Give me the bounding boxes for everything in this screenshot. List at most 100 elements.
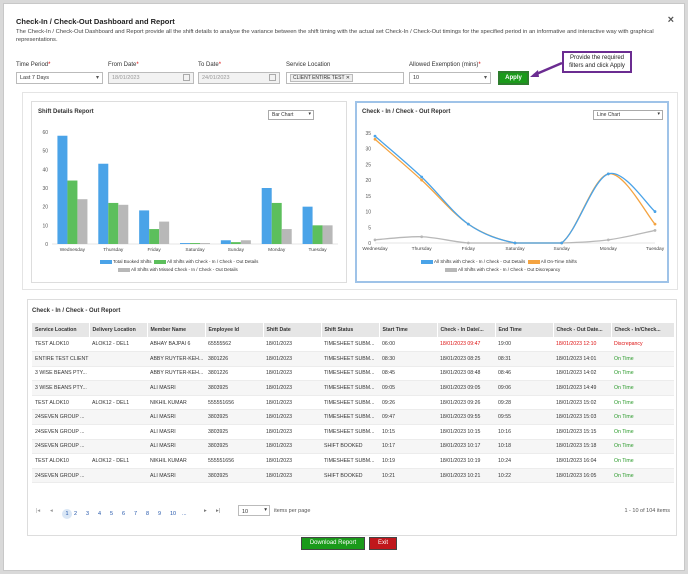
exit-button[interactable]: Exit: [369, 537, 397, 550]
table-cell: ABHAY BAJPAI 6: [147, 337, 205, 353]
service-location-multiselect[interactable]: CLIENT ENTIRE TEST ✕: [286, 72, 404, 84]
x-tick-label: Thursday: [412, 246, 433, 252]
bar: [190, 243, 200, 244]
x-tick-label: Wednesday: [60, 247, 86, 253]
last-page-button[interactable]: ▸|: [216, 508, 221, 514]
x-tick-label: Tuesday: [308, 247, 327, 253]
table-cell: 18/01/2023 10:19: [437, 453, 495, 469]
close-icon[interactable]: ×: [667, 14, 674, 26]
column-header[interactable]: Shift Status: [321, 323, 380, 337]
table-cell: ENTIRE TEST CLIENT: [32, 351, 89, 367]
page-number-button[interactable]: 7: [134, 511, 138, 517]
x-tick-label: Sunday: [228, 247, 245, 253]
table-cell: On Time: [611, 380, 674, 396]
table-cell: 3803925: [205, 409, 263, 426]
table-cell: 19:00: [495, 337, 553, 353]
bar: [180, 243, 190, 244]
bar-chart-type-select[interactable]: Bar Chart ▾: [268, 110, 314, 120]
calendar-icon[interactable]: [183, 74, 190, 81]
legend-label: All Shifts with Check - In / Check - Out…: [167, 259, 259, 264]
calendar-icon[interactable]: [269, 74, 276, 81]
table-cell: 18/01/2023 16:05: [553, 468, 611, 484]
table-cell: 06:00: [379, 337, 437, 353]
pagination: |◂ ◂ 1 2 3 4 5 6 7 8 9 10... ▸ ▸| 10 ▾ items per p…: [32, 505, 674, 519]
table-cell: NIKHIL KUMAR: [147, 453, 205, 469]
report-table: Service Location Delivery Location Member …: [32, 323, 675, 484]
column-header[interactable]: Delivery Location: [89, 323, 148, 337]
page-number-button[interactable]: 3: [86, 511, 90, 517]
table-row[interactable]: 24SEVEN GROUP ... ALI MASRI 3803925 18/01/2…: [32, 439, 674, 455]
next-page-button[interactable]: ▸: [204, 508, 207, 514]
page-number-button[interactable]: 1: [62, 509, 72, 519]
table-row[interactable]: TEST ALOK10 ALOK12 - DEL1 NIKHIL KUMAR 5555…: [32, 453, 674, 469]
table-cell: ALI MASRI: [147, 468, 205, 484]
table-cell: ALI MASRI: [147, 380, 205, 396]
table-cell: 3803925: [205, 468, 263, 484]
table-row[interactable]: TEST ALOK10 ALOK12 - DEL1 ABHAY BAJPAI 6 65…: [32, 337, 674, 353]
apply-button[interactable]: Apply: [498, 71, 529, 85]
time-period-select[interactable]: Last 7 Days ▾: [16, 72, 103, 84]
table-cell: [89, 366, 147, 382]
page-number-button[interactable]: 10: [170, 511, 177, 517]
allowed-exemption-select[interactable]: 10 ▾: [409, 72, 491, 84]
table-row[interactable]: 3 WISE BEANS PTY... ABBY RUYTER-KEH... 380…: [32, 366, 674, 382]
column-header[interactable]: Check - Out Date...: [553, 323, 612, 337]
bar: [159, 221, 170, 244]
line-chart-type-select[interactable]: Line Chart ▾: [593, 110, 663, 120]
bar: [67, 180, 78, 244]
column-header[interactable]: Member Name: [147, 323, 206, 337]
table-row[interactable]: TEST ALOK10 ALOK12 - DEL1 NIKHIL KUMAR 5555…: [32, 395, 674, 411]
page-number-button[interactable]: ...: [182, 511, 187, 517]
column-header[interactable]: Start Time: [379, 323, 438, 337]
first-page-button[interactable]: |◂: [36, 508, 41, 514]
to-date-field[interactable]: 24/01/2023: [198, 72, 280, 84]
bar: [230, 242, 241, 244]
report-table-section: Check - In / Check - Out Report Service …: [27, 299, 677, 536]
table-row[interactable]: ENTIRE TEST CLIENT ABBY RUYTER-KEH... 3801…: [32, 351, 674, 367]
download-report-button[interactable]: Download Report: [301, 537, 365, 550]
service-location-chip[interactable]: CLIENT ENTIRE TEST ✕: [290, 74, 353, 82]
column-header[interactable]: Check - In/Check...: [611, 323, 675, 337]
table-cell: 08:45: [379, 366, 437, 382]
table-cell: 3803925: [205, 439, 263, 455]
column-header[interactable]: Service Location: [32, 323, 90, 337]
table-cell: 18/01/2023 15:18: [553, 439, 611, 455]
column-header[interactable]: Employee Id: [205, 323, 264, 337]
page-number-button[interactable]: 9: [158, 511, 162, 517]
y-tick-label: 10: [365, 210, 371, 216]
table-cell: 10:22: [495, 468, 553, 484]
legend-label: All Shifts with Check - In / Check - Out…: [458, 267, 561, 272]
table-cell: 18/01/2023 15:15: [553, 424, 611, 440]
page-number-button[interactable]: 4: [98, 511, 102, 517]
page-number-button[interactable]: 6: [122, 511, 126, 517]
page-number-button[interactable]: 2: [74, 511, 78, 517]
items-per-page-select[interactable]: 10 ▾: [238, 505, 270, 516]
bar: [281, 229, 292, 244]
x-tick-label: Saturday: [185, 247, 205, 253]
column-header[interactable]: Check - In Date/...: [437, 323, 496, 337]
bar: [271, 202, 282, 244]
prev-page-button[interactable]: ◂: [50, 508, 53, 514]
legend-label: All Shifts with Missed Check - In / Chec…: [131, 267, 238, 272]
page-number-button[interactable]: 8: [146, 511, 150, 517]
table-cell: 18/01/2023 09:05: [437, 380, 495, 396]
data-point: [653, 229, 657, 232]
table-row[interactable]: 24SEVEN GROUP ... ALI MASRI 3803925 18/01/2…: [32, 409, 674, 426]
legend-label: Total Booked Shifts: [113, 259, 152, 264]
table-row[interactable]: 24SEVEN GROUP ... ALI MASRI 3803925 18/01/2…: [32, 468, 674, 484]
table-cell: 18/01/2023 14:02: [553, 366, 611, 382]
bar: [302, 206, 313, 244]
legend-label: All Shifts with Check - In / Check - Out…: [434, 259, 526, 264]
remove-chip-icon[interactable]: ✕: [345, 75, 350, 81]
from-date-field[interactable]: 18/01/2023: [108, 72, 194, 84]
table-cell: TIMESHEET SUBM...: [321, 351, 379, 367]
table-cell: 18/01/2023 14:49: [553, 380, 611, 396]
y-tick-label: 60: [42, 130, 48, 136]
column-header[interactable]: End Time: [495, 323, 554, 337]
table-row[interactable]: 3 WISE BEANS PTY... ALI MASRI 3803925 18/01…: [32, 380, 674, 396]
table-cell: 18/01/2023: [263, 380, 321, 396]
table-row[interactable]: 24SEVEN GROUP ... ALI MASRI 3803925 18/01/2…: [32, 424, 674, 440]
column-header[interactable]: Shift Date: [263, 323, 322, 337]
table-cell: 18/01/2023: [263, 453, 321, 469]
page-number-button[interactable]: 5: [110, 511, 114, 517]
